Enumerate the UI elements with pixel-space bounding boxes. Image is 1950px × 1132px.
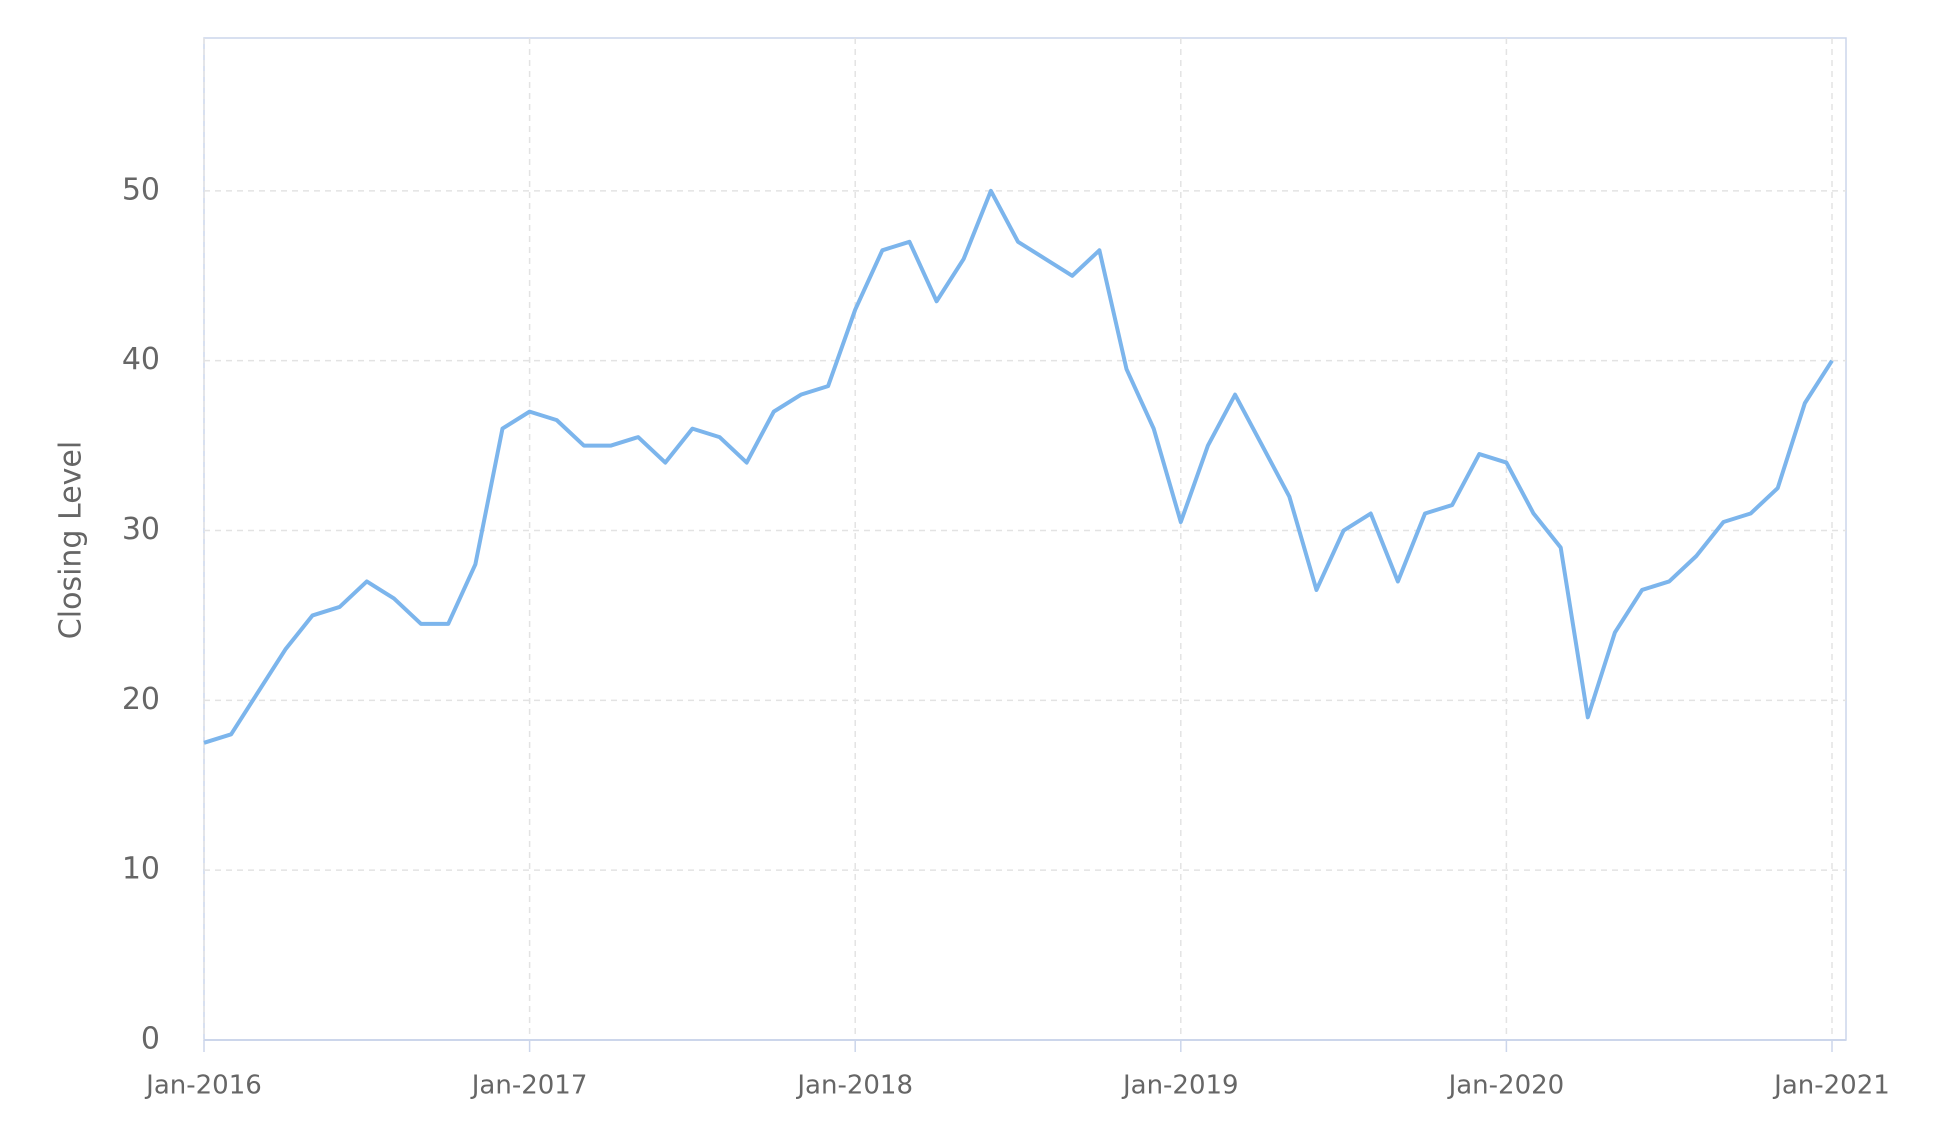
x-tick-label: Jan-2016 [144,1071,262,1101]
x-tick-label: Jan-2019 [1121,1071,1239,1101]
x-tick-label: Jan-2017 [470,1071,588,1101]
y-tick-label: 40 [122,342,160,377]
y-tick-label: 10 [122,852,160,887]
y-tick-label: 50 [122,172,160,207]
y-tick-label: 30 [122,512,160,547]
plot-frame [203,37,1847,1041]
y-axis-title: Closing Level [54,441,89,639]
y-tick-label: 20 [122,682,160,717]
x-tick-label: Jan-2020 [1447,1071,1565,1101]
line-series [203,188,1834,745]
x-tick-label: Jan-2018 [795,1071,913,1101]
y-tick-label: 0 [141,1022,160,1057]
x-tick-label: Jan-2021 [1772,1071,1890,1101]
